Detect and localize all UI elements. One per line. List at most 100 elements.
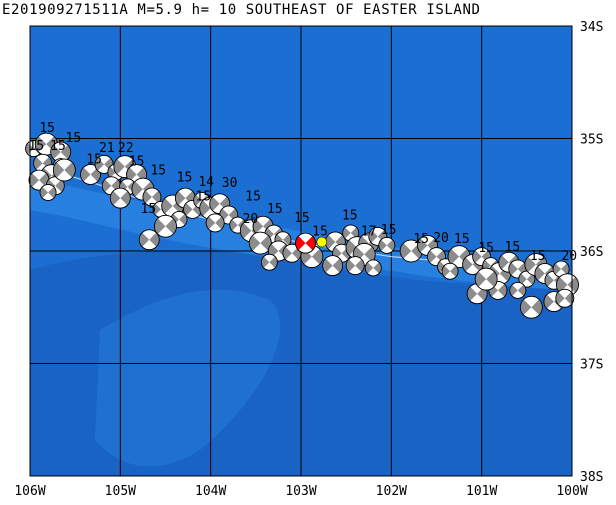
event-beachball (509, 281, 527, 299)
event-beachball (52, 158, 76, 182)
depth-label: 15 (530, 249, 546, 264)
beachball-quadrant (206, 216, 216, 230)
beachball-quadrant (149, 232, 160, 247)
depth-label: 15 (267, 202, 283, 217)
event-beachball (109, 187, 131, 209)
beachball-quadrant (139, 232, 150, 247)
beachball-rim (295, 232, 316, 254)
main-event-beachball (295, 232, 316, 254)
longitude-label: 100W (556, 484, 587, 499)
depth-label: 15 (129, 155, 145, 170)
depth-label: 15 (245, 189, 261, 204)
depth-label: 15 (478, 241, 494, 256)
beachball-quadrant (472, 250, 482, 263)
depth-label: 22 (118, 141, 134, 156)
beachball-quadrant (555, 291, 565, 305)
beachball-quadrant (373, 262, 382, 274)
beachball-quadrant (526, 273, 535, 285)
beachball-quadrant (305, 236, 316, 251)
beachball-quadrant (520, 299, 532, 316)
latitude-label: 38S (580, 470, 603, 485)
beachball-rim (472, 247, 492, 267)
beachball-quadrant (40, 186, 49, 199)
beachball-quadrant (55, 179, 65, 193)
beachball-quadrant (442, 265, 451, 277)
beachball-quadrant (553, 263, 562, 275)
latitude-label: 35S (580, 133, 603, 148)
beachball-rim (39, 184, 57, 201)
longitude-label: 105W (105, 484, 136, 499)
longitude-label: 106W (14, 484, 45, 499)
beachball-quadrant (427, 250, 437, 263)
latitude-label: 36S (580, 245, 603, 260)
beachball-quadrant (64, 162, 76, 178)
beachball-rim (378, 236, 396, 254)
beachball-quadrant (102, 179, 112, 193)
beachball-quadrant (544, 273, 554, 287)
beachball-quadrant (462, 257, 473, 272)
beachball-quadrant (249, 235, 261, 251)
beachball-rim (322, 255, 344, 277)
beachball-quadrant (498, 255, 509, 270)
event-beachball (555, 288, 575, 308)
beachball-quadrant (161, 198, 173, 214)
depth-label: 14 (198, 175, 214, 190)
longitude-label: 101W (466, 484, 497, 499)
beachball-rim (142, 187, 162, 207)
event-beachball (138, 229, 160, 251)
event-beachball (322, 255, 344, 277)
beachball-quadrant (33, 156, 43, 170)
event-beachball (364, 259, 382, 277)
map-frame (29, 25, 573, 477)
depth-label: 15 (150, 164, 166, 179)
beachball-quadrant (346, 259, 356, 272)
beachball-quadrant (450, 265, 459, 277)
depth-label: 15 (454, 232, 470, 247)
beachball-quadrant (29, 173, 40, 188)
beachball-quadrant (386, 239, 395, 252)
beachball-quadrant (467, 286, 478, 301)
beachball-rim (368, 226, 388, 246)
beachball-quadrant (151, 190, 161, 204)
beachball-quadrant (35, 136, 47, 152)
beachball-rim (509, 281, 527, 299)
depth-label: 15 (413, 232, 429, 247)
beachball-rim (488, 280, 508, 300)
event-beachball (441, 262, 459, 280)
beachball-quadrant (448, 248, 460, 265)
beachball-quadrant (497, 284, 507, 297)
event-beachball (260, 253, 278, 271)
event-beachball (39, 184, 57, 201)
beachball-rim (248, 231, 272, 255)
beachball-rim (80, 164, 101, 185)
beachball-rim (109, 187, 131, 209)
beachball-quadrant (509, 284, 518, 297)
event-beachball (378, 236, 396, 254)
beachball-quadrant (346, 239, 358, 256)
beachball-quadrant (342, 227, 351, 239)
beachball-quadrant (193, 194, 202, 207)
depth-label: 15 (50, 139, 66, 154)
depth-label: 15 (294, 211, 310, 226)
beachball-quadrant (240, 222, 252, 239)
beachball-quadrant (378, 239, 387, 252)
beachball-quadrant (260, 235, 272, 251)
longitude-label: 104W (195, 484, 226, 499)
epicenter-marker (316, 236, 328, 248)
depth-label: 15 (342, 209, 358, 224)
beachball-quadrant (107, 166, 116, 178)
beachball-quadrant (179, 213, 188, 226)
beachball-quadrant (120, 191, 131, 206)
beachball-quadrant (113, 158, 125, 175)
beachball-quadrant (152, 203, 161, 216)
beachball-quadrant (543, 294, 554, 309)
beachball-quadrant (350, 227, 359, 239)
beachball-quadrant (126, 167, 137, 182)
axis-labels: 34S 35S 36S 37S 38S 106W 105W 104W 103W 102W 101W 1… (14, 20, 603, 499)
beachball-quadrant (165, 218, 177, 235)
beachball-quadrant (524, 256, 536, 273)
focal-mechanisms (25, 132, 579, 319)
beachball-quadrant (364, 246, 376, 263)
